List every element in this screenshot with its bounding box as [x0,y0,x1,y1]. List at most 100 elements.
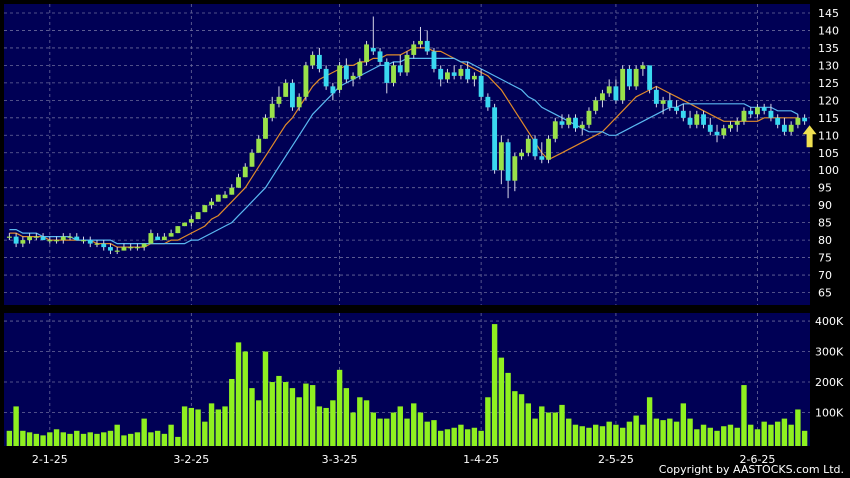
candle-body [202,205,208,213]
candle-body [600,93,605,101]
candle-body [391,65,396,83]
volume-bar [458,424,464,446]
volume-bar [309,385,316,446]
candle-body [330,86,336,94]
candle-body [290,82,295,108]
volume-bar [397,406,403,446]
volume-bar [559,404,565,446]
candle-body [74,236,80,241]
candle-body [802,117,808,122]
candle-body [276,96,282,104]
sma-short-layer [9,47,798,248]
volume-bar [505,372,511,446]
x-tick-label: 2-1-25 [32,453,68,466]
candle-body [465,68,471,80]
candle-body [768,110,774,118]
candle-body [411,44,417,55]
price-tick-label: 70 [818,269,832,282]
candle-body [660,100,666,104]
candle-body [47,240,53,242]
volume-bar [74,430,80,446]
candle-body [188,219,194,223]
candle-body [101,243,107,248]
price-tick-label: 120 [818,94,839,107]
candle-body [175,226,181,234]
candle-body [606,86,612,94]
volume-bar [141,418,147,446]
volume-bar [336,369,343,446]
candle-body [586,110,592,125]
volume-bar [774,421,781,446]
candle-body [87,240,93,244]
volume-bar [222,406,228,446]
volume-bar [464,429,471,446]
volume-bar [370,412,376,446]
volume-tick-label: 200K [815,376,844,389]
candle-body [424,40,430,52]
candle-body [377,51,383,62]
volume-bar [417,412,424,446]
candle-body [108,247,113,251]
volume-bar [593,424,599,446]
candle-body [337,65,343,90]
candle-body [748,110,754,115]
volume-bar [107,430,114,446]
candle-body [559,121,565,125]
candle-body [471,75,477,80]
price-tick-label: 135 [818,42,839,55]
volume-bar [640,424,646,446]
volume-bar [539,406,545,446]
candle-body [714,131,720,136]
candle-body [148,233,154,244]
volume-bar [20,430,26,446]
volume-bar [700,424,707,446]
volume-bar [303,383,309,446]
volume-bar [411,403,417,446]
candle-body [296,96,302,108]
volume-bar [451,427,457,446]
candle-body [478,75,484,97]
candle-body [242,166,248,178]
candle-body [161,236,167,241]
x-tick-label: 2-5-25 [598,453,634,466]
candle-body [781,124,787,132]
volume-bar [552,412,558,446]
candle-body [694,114,700,125]
volume-bar [646,397,653,446]
candle-body [168,233,174,237]
volume-bar [256,400,262,446]
volume-bar [518,394,525,446]
candle-body [734,121,740,125]
candle-body [633,68,639,87]
candle-body [350,75,356,80]
price-tick-label: 100 [818,164,839,177]
volume-bar [229,378,235,446]
volume-tick-label: 400K [815,315,844,328]
volume-bar [673,421,680,446]
volume-bar [525,403,532,446]
volume-bar [127,433,134,446]
candle-body [647,65,653,90]
volume-bar [235,342,242,446]
volume-bar [134,432,141,446]
candle-body [680,110,686,118]
volume-bar [390,412,397,446]
price-axis: 65 70 75 80 85 90 95 100 105 110 115 120 125 130 135 14… [818,7,839,300]
volume-bar [754,429,761,446]
volume-bar [363,400,370,446]
volume-bar [512,391,518,446]
candle-body [451,72,457,76]
volume-bar [788,424,794,446]
volume-tick-label: 100K [815,407,844,420]
volume-bar [626,421,633,446]
candle-body [519,152,524,157]
volume-bar [761,421,767,446]
volume-bar [114,424,120,446]
volume-bar [667,418,673,446]
volume-bar [60,432,66,446]
volume-bar [350,412,356,446]
volume-bar [579,426,585,446]
volume-bar [188,407,195,446]
candle-body [81,240,86,242]
candle-body [364,44,369,62]
